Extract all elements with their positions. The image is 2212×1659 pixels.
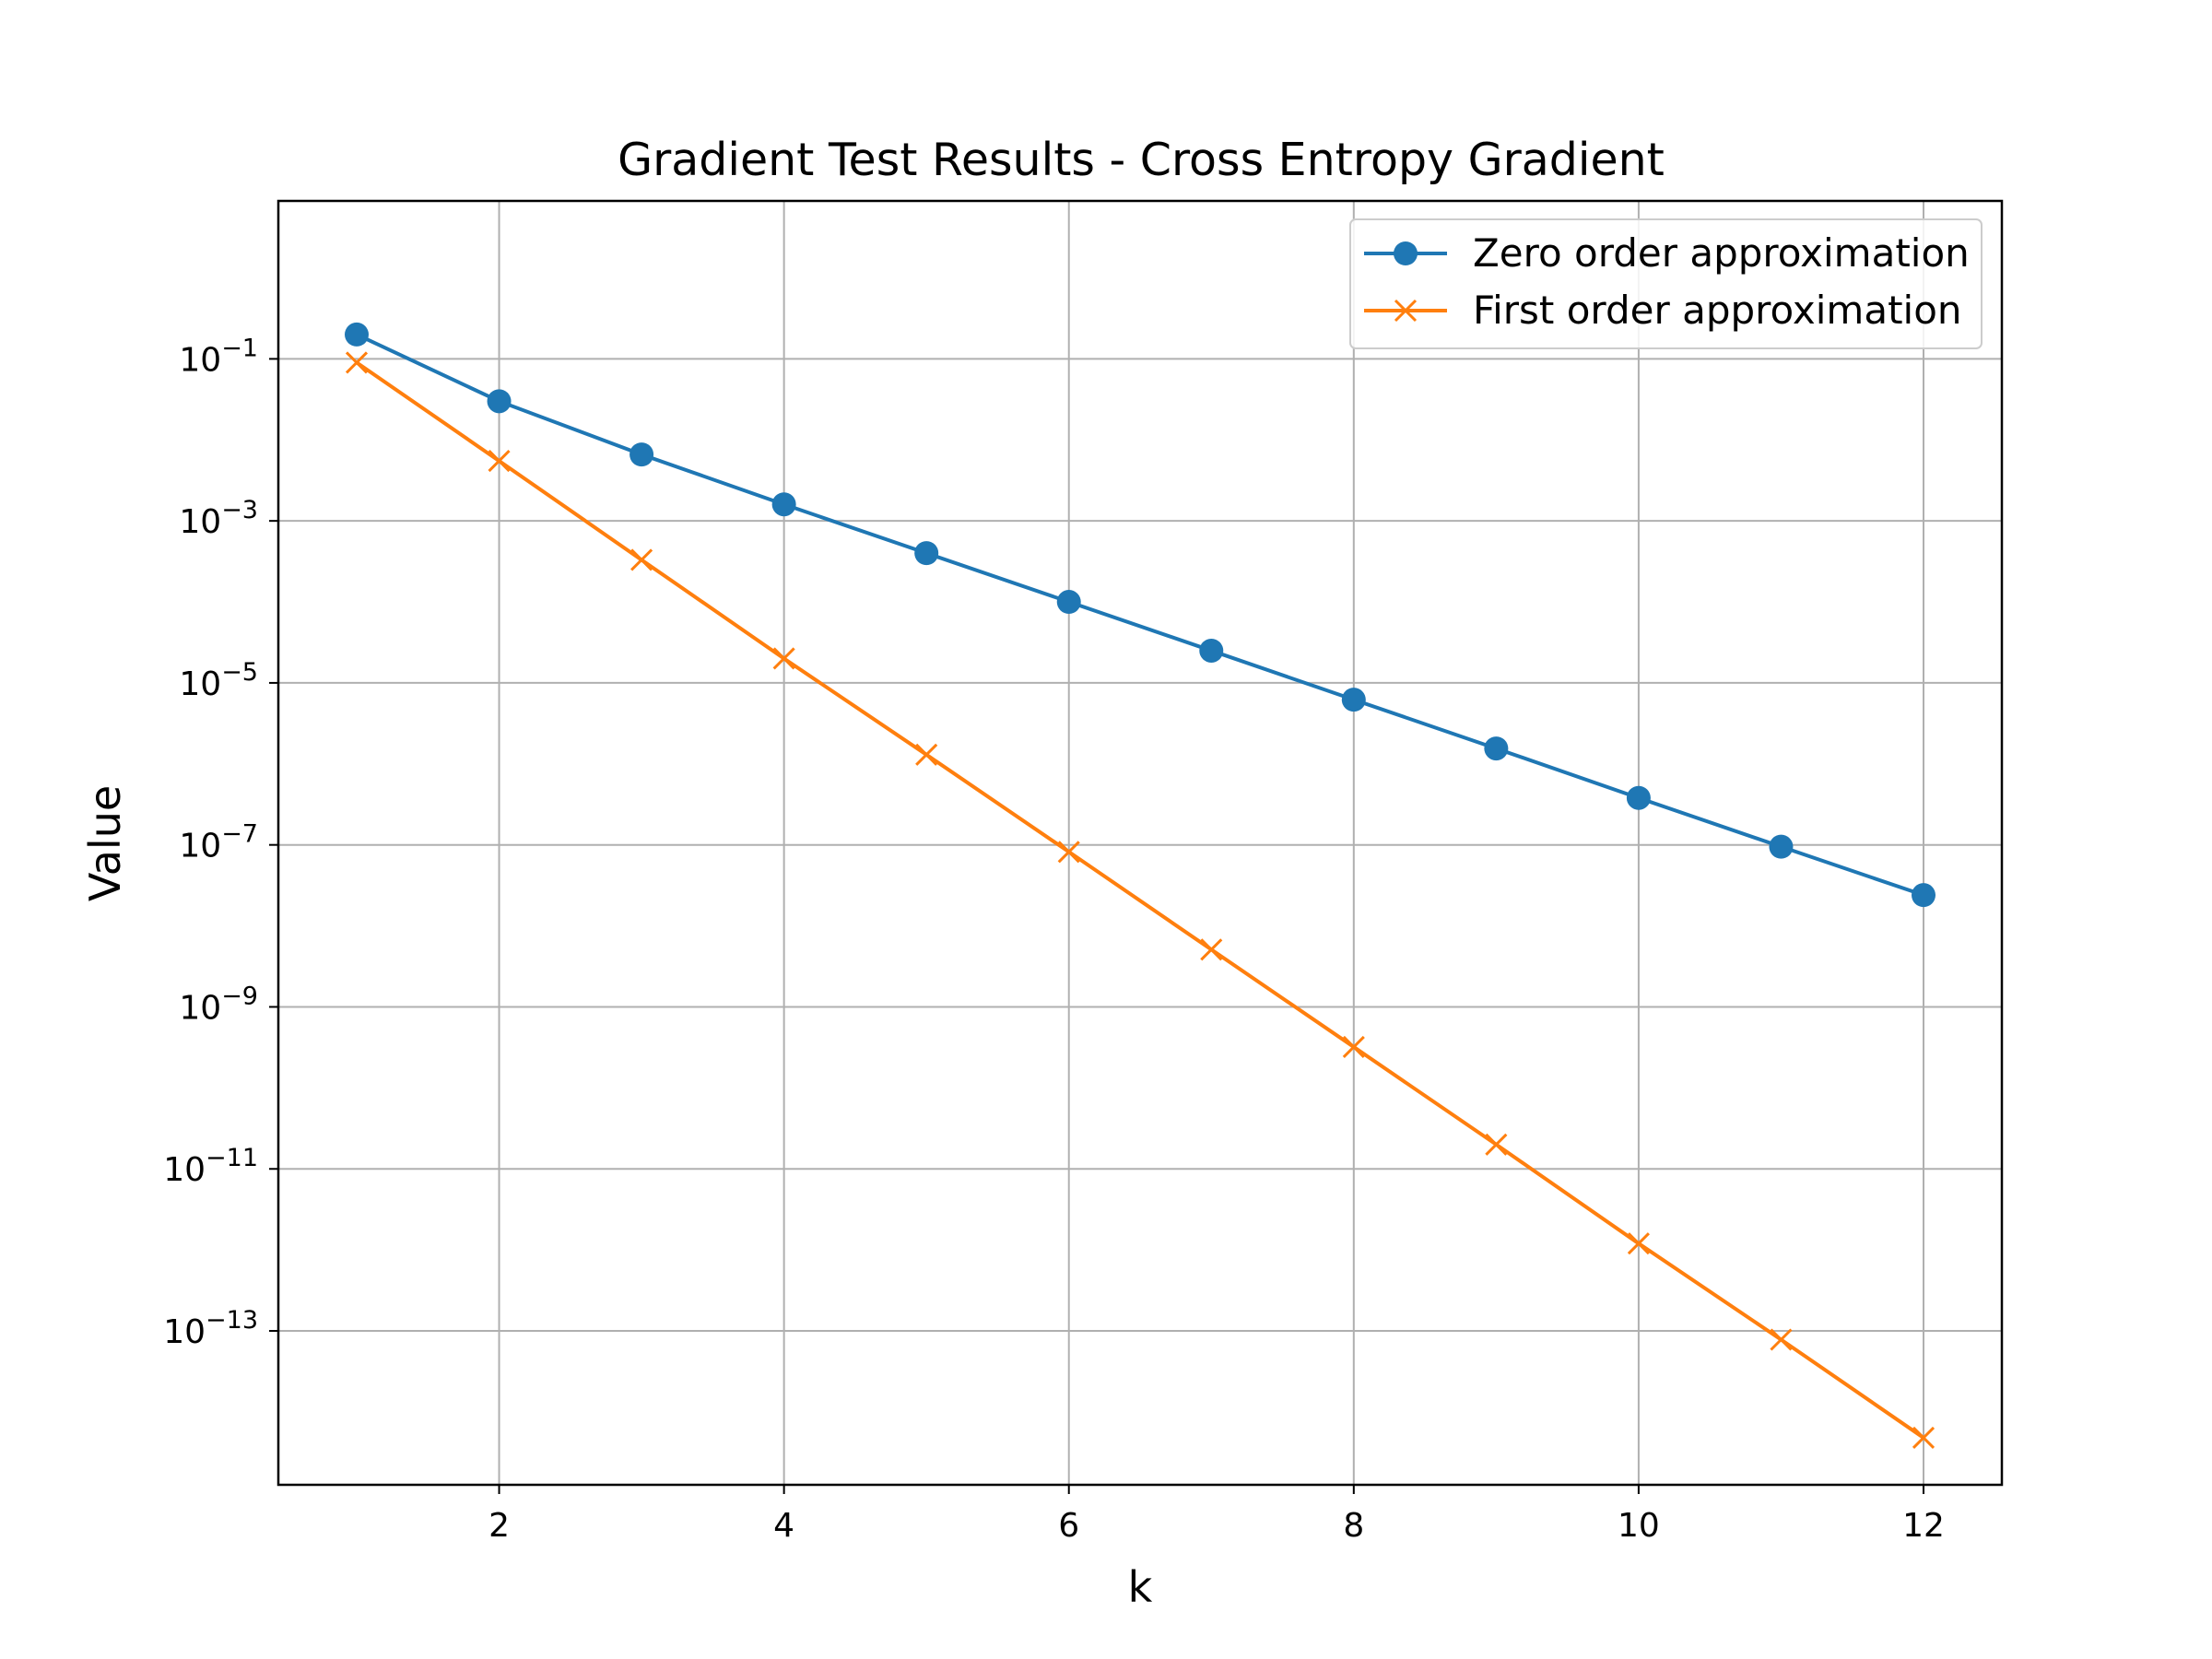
y-tick-base: 10 (163, 1151, 206, 1189)
y-tick-base: 10 (179, 828, 221, 865)
data-point-circle (1769, 834, 1794, 859)
data-point-x (1485, 1133, 1508, 1156)
y-tick-exponent: −5 (221, 658, 258, 687)
y-tick-label: 10−5 (179, 658, 258, 703)
legend-entry: First order approximation (1364, 288, 1962, 333)
data-point-circle (1199, 638, 1224, 663)
legend-marker-x (1394, 299, 1418, 323)
grid (278, 201, 2002, 1485)
legend: Zero order approximation First order appr… (1349, 218, 1983, 349)
data-point-circle (629, 442, 654, 467)
y-tick-exponent: −7 (221, 820, 258, 849)
series-zero-order (345, 322, 1936, 908)
x-axis: 2 4 6 8 10 12 (488, 1485, 1945, 1545)
legend-marker-circle (1394, 241, 1418, 265)
y-tick-exponent: −3 (221, 496, 258, 524)
y-tick-exponent: −9 (221, 982, 258, 1010)
series-first-order (345, 351, 1936, 1449)
legend-label: Zero order approximation (1473, 230, 1970, 276)
y-tick-exponent: −11 (206, 1144, 258, 1172)
legend-label: First order approximation (1473, 288, 1962, 333)
data-point-x (1912, 1426, 1936, 1449)
y-tick-base: 10 (179, 665, 221, 703)
data-point-circle (1056, 590, 1081, 615)
y-tick-label: 10−11 (163, 1144, 258, 1189)
x-axis-label: k (1128, 1562, 1153, 1612)
y-tick-base: 10 (179, 341, 221, 379)
data-point-x (772, 647, 795, 670)
y-tick-base: 10 (163, 1313, 206, 1351)
series-layer (345, 322, 1936, 1449)
y-tick-label: 10−3 (179, 496, 258, 541)
data-point-x (1200, 938, 1223, 961)
x-tick-label: 2 (488, 1507, 510, 1545)
y-tick-base: 10 (179, 989, 221, 1027)
y-tick-base: 10 (179, 503, 221, 541)
x-tick-label: 10 (1618, 1507, 1660, 1545)
data-point-circle (914, 541, 939, 566)
y-tick-exponent: −1 (221, 334, 258, 362)
y-tick-label: 10−1 (179, 334, 258, 379)
data-point-x (1770, 1328, 1793, 1351)
x-tick-label: 12 (1902, 1507, 1945, 1545)
legend-box (1349, 218, 1983, 349)
data-point-circle (771, 492, 796, 517)
y-axis-label: Value (80, 785, 130, 901)
x-tick-label: 4 (773, 1507, 794, 1545)
data-point-circle (1912, 883, 1936, 908)
data-point-circle (1484, 736, 1509, 761)
data-point-x (345, 351, 369, 374)
y-tick-label: 10−9 (179, 982, 258, 1027)
data-point-x (1342, 1035, 1365, 1059)
x-tick-label: 8 (1343, 1507, 1364, 1545)
chart-title: Gradient Test Results - Cross Entropy Gr… (618, 134, 1665, 186)
x-tick-label: 6 (1058, 1507, 1079, 1545)
data-point-circle (487, 389, 512, 414)
data-point-circle (1626, 785, 1651, 810)
y-tick-label: 10−7 (179, 820, 258, 865)
data-point-x (915, 743, 938, 766)
data-point-circle (1341, 688, 1366, 712)
y-tick-label: 10−13 (163, 1306, 258, 1351)
data-point-x (488, 450, 511, 473)
data-point-x (1057, 841, 1080, 864)
data-point-x (630, 548, 653, 571)
series-line (355, 360, 1925, 1440)
data-point-circle (345, 322, 369, 347)
plot-frame (276, 199, 2004, 1487)
series-line (356, 333, 1924, 898)
data-point-x (1627, 1232, 1650, 1255)
y-tick-exponent: −13 (206, 1306, 258, 1335)
legend-entry: Zero order approximation (1364, 230, 1970, 276)
